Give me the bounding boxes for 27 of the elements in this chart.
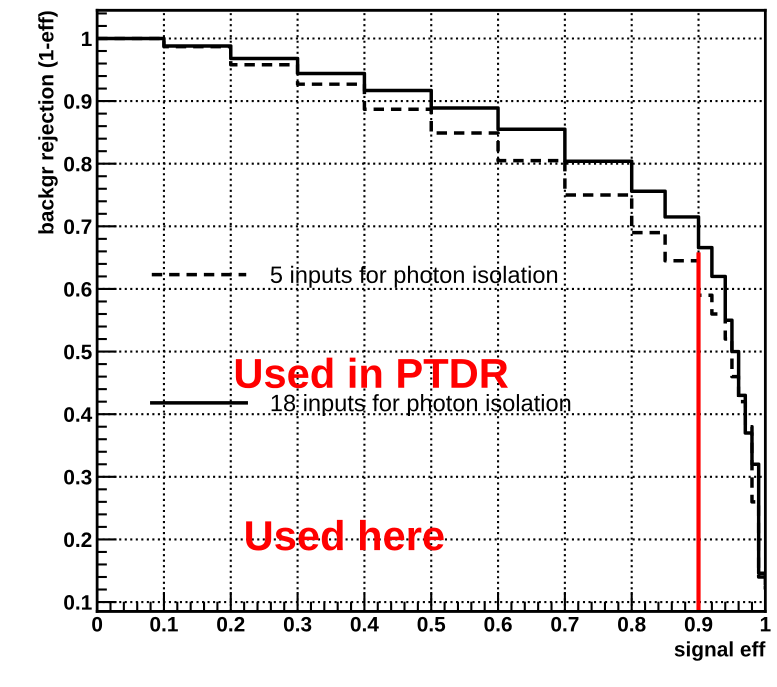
y-tick-label: 0.8 xyxy=(64,156,92,172)
x-axis-title: signal eff xyxy=(674,641,766,661)
y-tick-label: 0.2 xyxy=(64,532,92,548)
legend-label: 18 inputs for photon isolation xyxy=(272,394,570,416)
x-tick-label: 0.5 xyxy=(418,616,446,632)
y-tick-label: 0.3 xyxy=(64,470,92,485)
legend-label: 5 inputs for photon isolation xyxy=(270,266,558,288)
x-tick-label: 0.9 xyxy=(684,616,712,632)
x-tick-label: 0.7 xyxy=(551,616,578,632)
annotation: Used here xyxy=(246,520,444,550)
x-tick-label: 0.2 xyxy=(217,616,244,632)
x-tick-label: 0 xyxy=(92,616,102,632)
y-tick-label: 0.9 xyxy=(64,94,92,109)
y-tick-label: 0.1 xyxy=(64,595,92,610)
y-tick-label: 0.7 xyxy=(64,219,92,234)
x-tick-label: 0.6 xyxy=(484,616,512,632)
x-tick-label: 0.3 xyxy=(284,616,312,632)
y-tick-label: 0.6 xyxy=(64,282,92,297)
x-tick-label: 1 xyxy=(760,617,771,632)
y-tick-label: 0.5 xyxy=(64,344,92,360)
annotation: Used in PTDR xyxy=(236,358,508,388)
x-tick-label: 0.1 xyxy=(150,616,178,632)
y-tick-label: 0.4 xyxy=(64,407,92,422)
x-tick-label: 0.8 xyxy=(618,616,646,632)
y-tick-label: 1 xyxy=(82,32,92,46)
x-tick-label: 0.4 xyxy=(350,616,379,632)
y-axis-title: backgr rejection (1-eff) xyxy=(38,11,58,234)
